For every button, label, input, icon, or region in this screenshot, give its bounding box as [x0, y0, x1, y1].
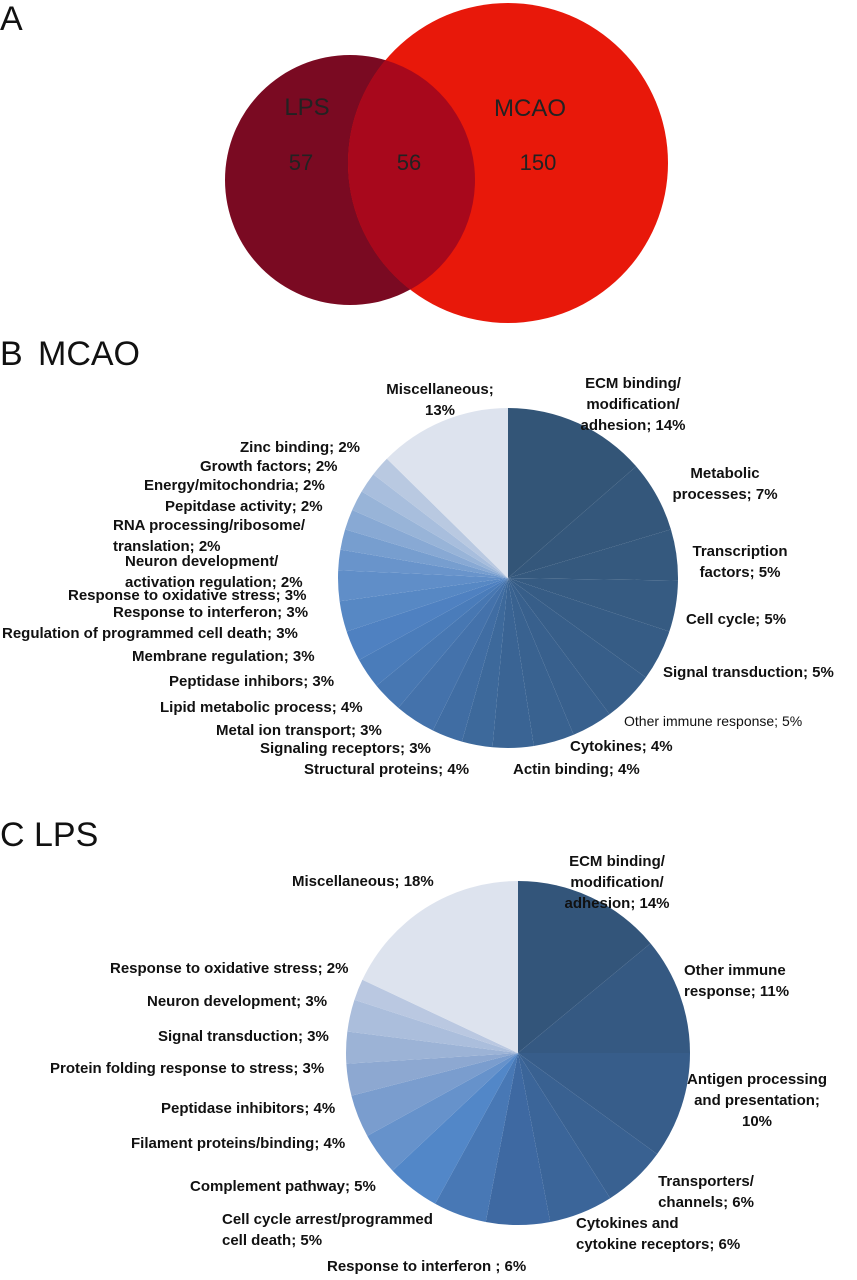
- panel-b-title: MCAO: [38, 335, 140, 373]
- pie-slice: [518, 1053, 690, 1155]
- pie-slice: [508, 578, 646, 715]
- pie-slice-label: Pepitdase activity; 2%: [165, 498, 323, 515]
- pie-slice-label: Structural proteins; 4%: [304, 761, 469, 778]
- pie-slice: [346, 1053, 518, 1096]
- pie-slice-label: Membrane regulation; 3%: [132, 648, 315, 665]
- pie-slice-label: Antigen processing and presentation; 10%: [687, 1071, 827, 1130]
- pie-slice: [508, 578, 574, 747]
- pie-slice: [346, 1031, 518, 1064]
- pie-slice: [508, 408, 637, 578]
- pie-slice-label: Cell cycle; 5%: [686, 611, 786, 628]
- pie-slice: [338, 549, 508, 578]
- panel-b-letter: B: [0, 335, 23, 373]
- pie-slice-label: Miscellaneous; 13%: [386, 381, 494, 419]
- pie-slice-label: Complement pathway; 5%: [190, 1178, 376, 1195]
- pie-slice: [361, 474, 508, 578]
- pie-slice-label: Peptidase inhibitors; 4%: [161, 1100, 335, 1117]
- panel-c-letter: C: [0, 816, 25, 854]
- pie-slice: [345, 509, 508, 578]
- panel-c-title: LPS: [34, 816, 98, 854]
- pie-slice-label: Transcription factors; 5%: [692, 543, 787, 581]
- pie-slice-label: Response to oxidative stress; 2%: [110, 960, 348, 977]
- pie-slice: [518, 943, 690, 1053]
- pie-slice-label: Neuron development/activation regulation…: [125, 553, 303, 591]
- pie-slice: [346, 578, 508, 660]
- venn-label-lps: LPS: [284, 94, 329, 121]
- pie-slice: [485, 1053, 551, 1225]
- pie-slice: [339, 578, 508, 632]
- pie-slice: [352, 491, 508, 578]
- pie-slice-label: Metabolic processes; 7%: [672, 465, 777, 503]
- pie-slice: [386, 408, 508, 578]
- venn-diagram: LPS MCAO 57 56 150: [225, 3, 668, 323]
- pie-slice: [492, 578, 534, 749]
- pie-slice: [508, 578, 610, 735]
- pie-labels-mcao: ECM binding/modification/adhesion; 14% Me…: [2, 375, 834, 778]
- pie-slice: [398, 578, 508, 731]
- pie-slice-label: Response to interferon ; 6%: [327, 1258, 526, 1275]
- pie-slice-label: Regulation of programmed cell death; 3%: [2, 625, 298, 642]
- pie-slice: [508, 578, 670, 678]
- pie-slice: [373, 458, 508, 578]
- pie-slice: [367, 1053, 518, 1171]
- pie-slice-label: Signal transduction; 5%: [663, 664, 834, 681]
- pie-chart-lps: [346, 881, 690, 1225]
- venn-count-lps: 57: [289, 150, 313, 175]
- pie-slice-label: Other immune response; 5%: [624, 713, 802, 729]
- venn-count-mcao: 150: [520, 150, 557, 175]
- pie-slice: [518, 881, 651, 1053]
- pie-slice-label: Protein folding response to stress; 3%: [50, 1060, 324, 1077]
- pie-slice-label: ECM binding/modification/adhesion; 14%: [580, 375, 685, 434]
- pie-slice-label: Response to interferon; 3%: [113, 604, 308, 621]
- pie-slice-label: Growth factors; 2%: [200, 458, 338, 475]
- pie-slice-label: Response to oxidative stress; 3%: [68, 587, 306, 604]
- pie-slice: [392, 1053, 518, 1204]
- pie-slice: [340, 529, 508, 578]
- pie-slice: [508, 578, 678, 632]
- pie-slice-label: ECM binding/modification/adhesion; 14%: [564, 853, 669, 912]
- venn-label-mcao: MCAO: [494, 95, 566, 122]
- pie-slice: [432, 578, 508, 742]
- pie-slice-label: Zinc binding; 2%: [240, 439, 360, 456]
- pie-slice: [461, 578, 508, 748]
- pie-slice-label: Miscellaneous; 18%: [292, 873, 434, 890]
- pie-slice: [435, 1053, 518, 1222]
- venn-count-overlap: 56: [397, 150, 421, 175]
- pie-slice: [508, 529, 678, 581]
- pie-slice-label: Cytokines; 4%: [570, 738, 673, 755]
- pie-slice-label: Actin binding; 4%: [513, 761, 640, 778]
- pie-slice-label: Cytokines and cytokine receptors; 6%: [576, 1215, 740, 1253]
- pie-slice-label: Neuron development; 3%: [147, 993, 327, 1010]
- pie-slice-label: Energy/mitochondria; 2%: [144, 477, 325, 494]
- pie-slice: [338, 570, 508, 602]
- pie-slice-label: Lipid metabolic process; 4%: [160, 699, 363, 716]
- pie-slice-label: Cell cycle arrest/programmed cell death; …: [222, 1211, 433, 1249]
- panel-a-letter: A: [0, 0, 23, 38]
- pie-slice-label: Transporters/channels; 6%: [658, 1173, 755, 1211]
- pie-slice-label: Filament proteins/binding; 4%: [131, 1135, 345, 1152]
- pie-slice-label: Peptidase inhibors; 3%: [169, 673, 334, 690]
- pie-slice: [376, 578, 508, 708]
- pie-chart-mcao: [338, 408, 678, 749]
- pie-slice-label: RNA processing/ribosome/translation; 2%: [113, 517, 306, 555]
- pie-slice: [359, 578, 508, 686]
- pie-slice: [508, 466, 671, 578]
- pie-slice: [347, 999, 518, 1053]
- pie-slice-label: Metal ion transport; 3%: [216, 722, 382, 739]
- pie-slice: [351, 1053, 518, 1136]
- pie-slice: [354, 979, 518, 1053]
- pie-slice: [362, 881, 518, 1053]
- pie-slice: [518, 1053, 611, 1222]
- pie-slice: [518, 1053, 658, 1199]
- pie-slice-label: Other immune response; 11%: [684, 962, 789, 1000]
- pie-slice-label: Signaling receptors; 3%: [260, 740, 431, 757]
- pie-labels-lps: ECM binding/modification/adhesion; 14% Ot…: [50, 853, 827, 1275]
- venn-overlap-region: [348, 60, 476, 290]
- pie-slice-label: Signal transduction; 3%: [158, 1028, 329, 1045]
